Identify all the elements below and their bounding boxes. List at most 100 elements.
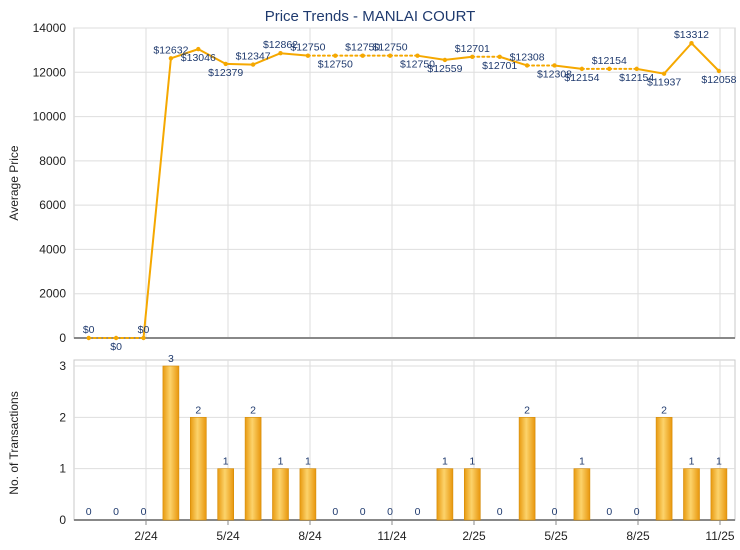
price-point-label: $0: [138, 324, 150, 336]
price-y-ticks: 0 2000 4000 6000 8000 10000 12000 14000: [33, 21, 67, 345]
price-data-labels: $0$0$0$12632$13046$12379$12347$12862$127…: [83, 29, 737, 353]
transaction-bar: [573, 468, 591, 521]
price-y-tick-label: 8000: [39, 154, 66, 168]
price-point: [415, 53, 420, 58]
price-line-segment: [197, 48, 227, 65]
transactions-y-ticks: 0 1 2 3: [59, 359, 66, 527]
price-y-tick-label: 2000: [39, 287, 66, 301]
transaction-bar: [217, 468, 234, 521]
transaction-count-label: 0: [113, 506, 119, 518]
transaction-count-label: 0: [497, 506, 503, 518]
price-point: [196, 46, 201, 52]
price-point-label: $12750: [290, 42, 325, 54]
price-point: [223, 61, 228, 67]
transaction-count-label: 0: [415, 506, 421, 518]
price-point: [716, 68, 722, 74]
price-line-segment: [252, 52, 282, 66]
transaction-count-label: 1: [469, 456, 475, 468]
chart-title: Price Trends - MANLAI COURT: [265, 8, 476, 25]
price-point: [250, 62, 256, 67]
x-tick-label: 8/24: [298, 529, 322, 543]
transaction-bar: [190, 417, 207, 521]
price-line-segment: [416, 54, 446, 61]
price-y-tick-label: 12000: [33, 65, 67, 79]
price-point-label: $12750: [400, 59, 435, 71]
transaction-count-label: 2: [661, 404, 667, 416]
price-grid: [73, 27, 736, 339]
transaction-count-label: 2: [524, 404, 530, 416]
transaction-count-label: 0: [606, 506, 612, 518]
transactions-x-ticks: 2/24 5/24 8/24 11/24 2/25 5/25 8/25 11/25: [134, 520, 735, 543]
price-point-label: $12154: [564, 72, 599, 84]
price-line-segment: [169, 48, 200, 60]
price-point-label: $12308: [537, 68, 572, 80]
price-point: [524, 63, 530, 68]
price-line-segment: [635, 67, 666, 75]
price-point-label: $12750: [318, 59, 353, 71]
transaction-count-label: 1: [278, 456, 284, 468]
transaction-count-label: 1: [689, 456, 695, 468]
price-point-label: $12750: [373, 42, 408, 54]
transaction-count-label: 1: [305, 456, 311, 468]
price-line-segment: [690, 42, 720, 73]
price-point: [333, 53, 338, 58]
price-point-label: $12559: [427, 63, 462, 75]
price-point-label: $12750: [345, 42, 380, 54]
transaction-bar: [518, 417, 536, 521]
transaction-bar: [272, 468, 289, 521]
transaction-count-label: 0: [360, 506, 366, 518]
transaction-bar: [244, 417, 262, 521]
price-y-tick-label: 6000: [39, 198, 66, 212]
price-y-tick-label: 10000: [33, 110, 67, 124]
price-point: [113, 335, 119, 341]
transactions-y-tick-label: 0: [59, 513, 66, 527]
transaction-count-label: 0: [332, 506, 338, 518]
price-y-axis-title: Average Price: [7, 145, 21, 220]
transaction-count-label: 1: [579, 456, 585, 468]
price-point: [168, 56, 174, 61]
price-line-segment: [279, 52, 309, 57]
price-point-label: $13046: [181, 52, 216, 64]
transaction-count-label: 2: [250, 404, 256, 416]
price-y-tick-label: 14000: [33, 21, 67, 35]
price-line-segment: [663, 42, 693, 75]
price-point: [634, 66, 639, 72]
price-point-label: $12379: [208, 67, 243, 79]
transactions-grid: [73, 359, 736, 521]
price-y-tick-label: 0: [59, 331, 66, 345]
price-point: [86, 335, 91, 341]
price-point: [579, 66, 585, 72]
price-point-label: $12701: [455, 43, 490, 55]
x-tick-label: 2/25: [462, 529, 486, 543]
price-point: [141, 335, 146, 341]
transaction-count-label: 0: [634, 506, 640, 518]
x-tick-label: 5/24: [216, 529, 240, 543]
transaction-bar: [655, 417, 673, 521]
transaction-count-label: 1: [716, 456, 722, 468]
transactions-y-tick-label: 2: [59, 410, 66, 424]
transactions-plot-area: [73, 359, 736, 521]
price-line-segment: [443, 55, 474, 61]
price-line-segment: [498, 55, 529, 67]
price-point: [497, 54, 502, 59]
price-point-label: $12058: [701, 74, 736, 86]
price-point: [552, 63, 557, 68]
price-point-label: $12632: [153, 44, 188, 56]
transaction-count-label: 1: [223, 456, 229, 468]
price-point-label: $12347: [236, 51, 271, 63]
transaction-count-label: 0: [387, 506, 393, 518]
price-point: [387, 53, 393, 58]
x-tick-label: 11/24: [377, 529, 406, 543]
price-point-label: $12701: [482, 60, 517, 72]
transaction-bar: [436, 468, 454, 521]
transactions-y-tick-label: 1: [59, 462, 66, 476]
transaction-count-label: 1: [442, 456, 448, 468]
price-point: [689, 41, 694, 46]
price-point: [661, 71, 667, 76]
transaction-count-label: 0: [552, 506, 558, 518]
transaction-count-label: 3: [168, 353, 174, 365]
price-point: [470, 54, 475, 59]
transaction-count-label: 2: [195, 404, 201, 416]
